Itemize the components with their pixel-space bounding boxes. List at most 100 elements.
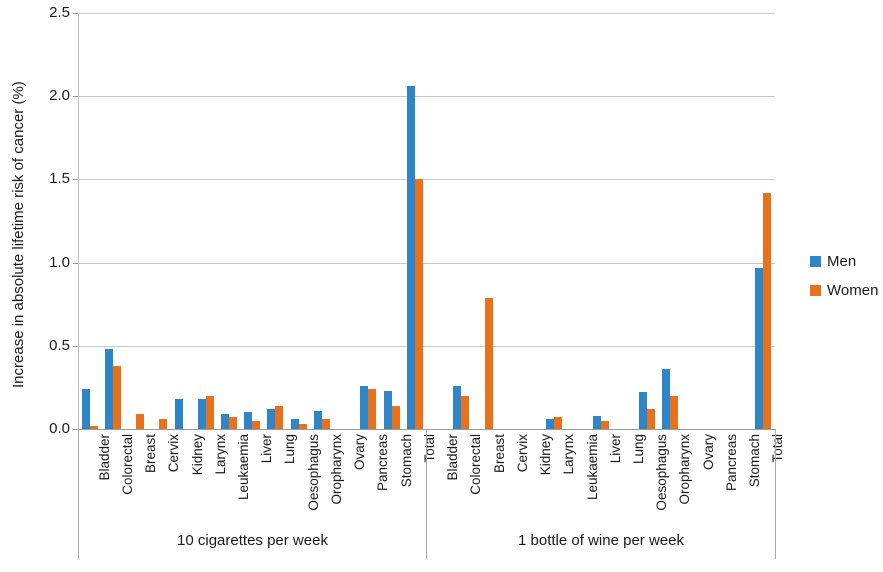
x-axis-label-total: Total [422, 434, 437, 463]
x-axis-label-leukaemia: Leukaemia [236, 434, 251, 501]
x-axis-label-stomach: Stomach [399, 434, 414, 488]
bar-group0-leukaemia-men [221, 414, 229, 429]
bar-group1-total-men [755, 268, 763, 429]
y-axis-tick [73, 429, 78, 430]
axis-divider-right [775, 429, 776, 559]
x-axis-label-liver: Liver [259, 434, 274, 464]
bar-group0-oesophagus-women [299, 424, 307, 429]
y-axis-tick [73, 345, 78, 347]
bar-group1-oesophagus-men [639, 392, 647, 429]
bar-group0-stomach-women [392, 406, 400, 429]
group-label-cigarettes: 10 cigarettes per week [177, 532, 328, 549]
x-axis-label-ovary: Ovary [701, 434, 716, 471]
x-axis-label-breast: Breast [492, 434, 507, 474]
bar-group0-leukaemia-women [229, 417, 237, 429]
gridline [78, 262, 775, 264]
bar-group0-lung-women [275, 406, 283, 429]
gridline [78, 345, 775, 347]
x-axis-label-oropharynx: Oropharynx [677, 434, 692, 505]
axis-divider-left [78, 429, 79, 559]
y-axis-tick-label: 0.5 [49, 336, 70, 354]
y-axis-tick-label: 1.0 [49, 253, 70, 271]
x-axis-label-colorectal: Colorectal [120, 434, 135, 495]
bar-group0-liver-men [244, 412, 252, 429]
x-axis-label-bladder: Bladder [445, 434, 460, 481]
y-axis-tick [73, 96, 78, 98]
x-axis-label-lung: Lung [631, 434, 646, 465]
bar-group0-pancreas-men [360, 386, 368, 429]
x-axis-label-larynx: Larynx [213, 434, 228, 475]
gridline [78, 96, 775, 98]
x-axis-label-cervix: Cervix [515, 434, 530, 473]
bar-group0-colorectal-women [113, 366, 121, 429]
bar-group1-oropharynx-women [670, 396, 678, 429]
x-axis-baseline [78, 429, 776, 430]
y-axis-line [78, 13, 79, 429]
legend-item-men: Men [810, 253, 878, 270]
x-axis-label-bladder: Bladder [97, 434, 112, 481]
bar-group1-breast-women [485, 298, 493, 429]
x-axis-label-pancreas: Pancreas [375, 434, 390, 492]
x-axis-label-lung: Lung [282, 434, 297, 465]
legend: Men Women [810, 253, 878, 311]
bar-group0-larynx-women [206, 396, 214, 429]
x-axis-label-oropharynx: Oropharynx [329, 434, 344, 505]
bar-group0-breast-women [136, 414, 144, 429]
x-axis-label-oesophagus: Oesophagus [654, 434, 669, 511]
bar-group1-liver-women [601, 421, 609, 429]
bar-group1-liver-men [593, 416, 601, 429]
bar-group1-total-women [763, 193, 771, 429]
axis-divider-middle [426, 429, 427, 559]
bar-group0-colorectal-men [105, 349, 113, 429]
bar-group1-oesophagus-women [647, 409, 655, 429]
x-axis-label-kidney: Kidney [190, 434, 205, 476]
bar-group0-bladder-women [90, 426, 98, 429]
bar-group0-pancreas-women [368, 389, 376, 429]
x-axis-label-breast: Breast [143, 434, 158, 474]
legend-label-men: Men [827, 253, 857, 270]
x-axis-label-ovary: Ovary [352, 434, 367, 471]
gridline [78, 179, 775, 181]
group-label-wine: 1 bottle of wine per week [518, 532, 684, 549]
bar-group0-bladder-men [82, 389, 90, 429]
bar-group1-colorectal-women [461, 396, 469, 429]
bar-group1-larynx-men [546, 419, 554, 429]
x-axis-label-stomach: Stomach [747, 434, 762, 488]
legend-item-women: Women [810, 282, 878, 299]
y-axis-tick-label: 2.0 [49, 87, 70, 105]
y-axis-tick-label: 0.0 [49, 420, 70, 437]
y-axis-tick-label: 1.5 [49, 170, 70, 188]
women-color-swatch [810, 285, 821, 296]
bar-group0-lung-men [267, 409, 275, 429]
legend-label-women: Women [827, 282, 879, 299]
gridline [78, 13, 775, 14]
x-axis-label-colorectal: Colorectal [468, 434, 483, 495]
x-axis-label-liver: Liver [608, 434, 623, 464]
bar-group0-cervix-women [159, 419, 167, 429]
bar-group1-oropharynx-men [662, 369, 670, 429]
bar-group0-total-men [407, 86, 415, 429]
bar-group0-kidney-men [175, 399, 183, 429]
bar-group0-total-women [415, 179, 423, 429]
x-axis-label-cervix: Cervix [166, 434, 181, 473]
y-axis-title: Increase in absolute lifetime risk of ca… [10, 81, 27, 388]
y-axis-tick [73, 262, 78, 264]
y-axis-tick [73, 13, 78, 14]
bar-group1-colorectal-men [453, 386, 461, 429]
x-axis-label-kidney: Kidney [538, 434, 553, 476]
bar-group0-stomach-men [384, 391, 392, 429]
bar-group0-oesophagus-men [291, 419, 299, 429]
x-axis-label-leukaemia: Leukaemia [585, 434, 600, 501]
men-color-swatch [810, 256, 821, 267]
bar-group0-oropharynx-men [314, 411, 322, 429]
y-axis-tick-label: 2.5 [49, 4, 70, 21]
bar-group1-larynx-women [554, 417, 562, 429]
x-axis-label-pancreas: Pancreas [724, 434, 739, 492]
x-axis-label-oesophagus: Oesophagus [306, 434, 321, 511]
x-axis-label-total: Total [770, 434, 785, 463]
bar-group0-oropharynx-women [322, 419, 330, 429]
y-axis-tick [73, 179, 78, 181]
bar-group0-larynx-men [198, 399, 206, 429]
x-axis-label-larynx: Larynx [561, 434, 576, 475]
